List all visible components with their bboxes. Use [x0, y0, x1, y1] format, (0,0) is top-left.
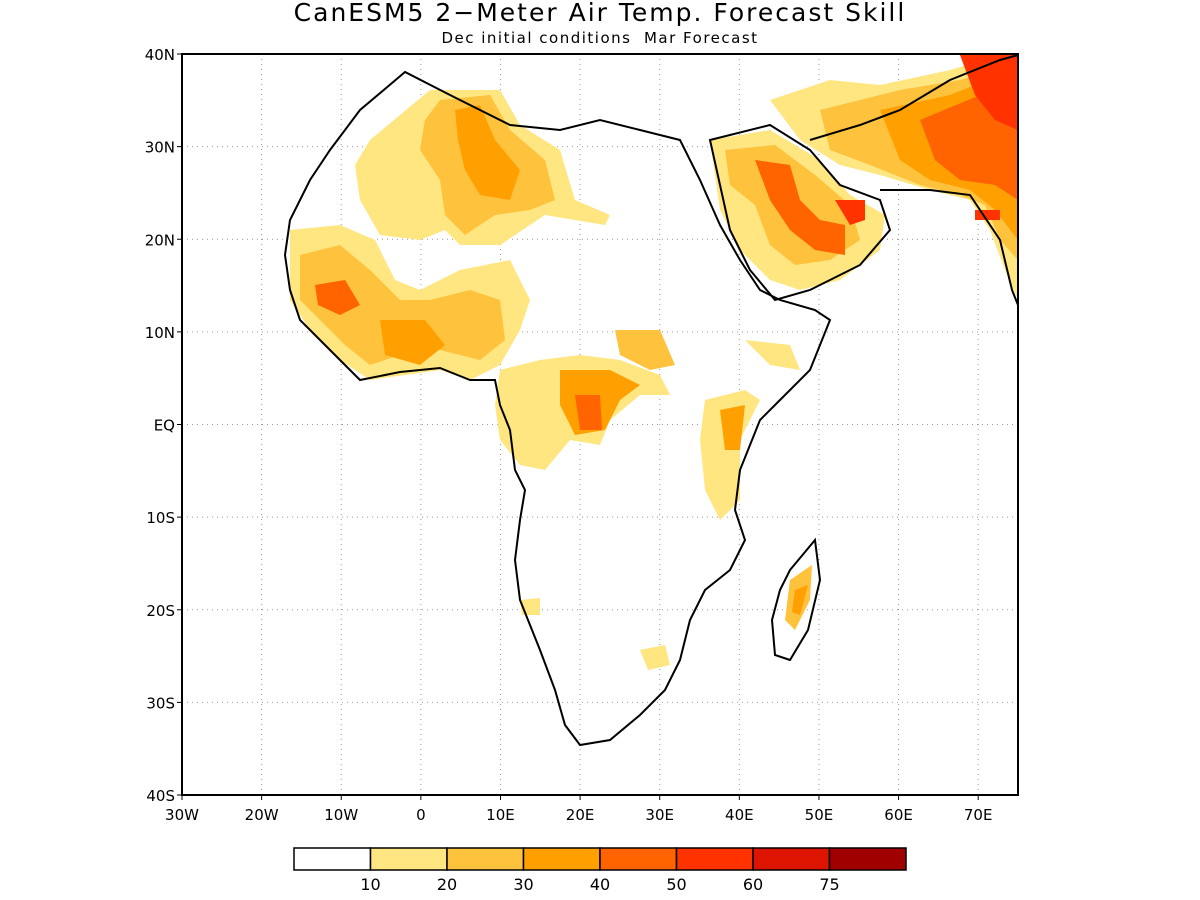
skill-shading — [290, 55, 1018, 670]
lon-tick-label: 10W — [324, 806, 358, 824]
lat-tick-label: 20N — [145, 231, 175, 249]
colorbar-swatch — [675, 847, 754, 871]
colorbar-label: 30 — [513, 875, 533, 894]
lat-tick-label: 10N — [145, 324, 175, 342]
colorbar-swatch — [828, 847, 907, 871]
lat-tick-label: 40S — [146, 787, 175, 805]
lat-tick-label: 30S — [146, 694, 175, 712]
lon-tick-label: 50E — [805, 806, 834, 824]
colorbar-swatch — [522, 847, 601, 871]
lon-tick-label: 70E — [964, 806, 993, 824]
colorbar-label: 60 — [743, 875, 763, 894]
lon-tick-label: 0 — [416, 806, 426, 824]
colorbar-label: 20 — [437, 875, 457, 894]
coastlines — [283, 54, 1019, 747]
colorbar-label: 75 — [819, 875, 839, 894]
colorbar-swatch — [293, 847, 372, 871]
lon-tick-label: 20W — [245, 806, 279, 824]
colorbar-label: 50 — [666, 875, 686, 894]
colorbar-label: 10 — [360, 875, 380, 894]
lon-tick-label: 30W — [165, 806, 199, 824]
lon-tick-label: 10E — [486, 806, 515, 824]
lon-tick-label: 40E — [725, 806, 754, 824]
lat-tick-label: EQ — [154, 417, 175, 435]
colorbar-swatch — [369, 847, 448, 871]
colorbar-label: 40 — [590, 875, 610, 894]
lon-tick-label: 30E — [645, 806, 674, 824]
colorbar: 10 20 30 40 50 60 75 — [293, 847, 907, 894]
chart-subtitle: Dec initial conditions Mar Forecast — [441, 29, 759, 47]
chart-title: CanESM5 2−Meter Air Temp. Forecast Skill — [293, 0, 907, 27]
lat-tick-label: 40N — [145, 46, 175, 64]
colorbar-swatch — [599, 847, 678, 871]
lon-tick-label: 20E — [566, 806, 595, 824]
colorbar-swatch — [446, 847, 525, 871]
lat-tick-label: 10S — [146, 509, 175, 527]
lon-tick-label: 60E — [884, 806, 913, 824]
colorbar-swatch — [752, 847, 831, 871]
lat-tick-label: 30N — [145, 139, 175, 157]
lat-tick-label: 20S — [146, 602, 175, 620]
